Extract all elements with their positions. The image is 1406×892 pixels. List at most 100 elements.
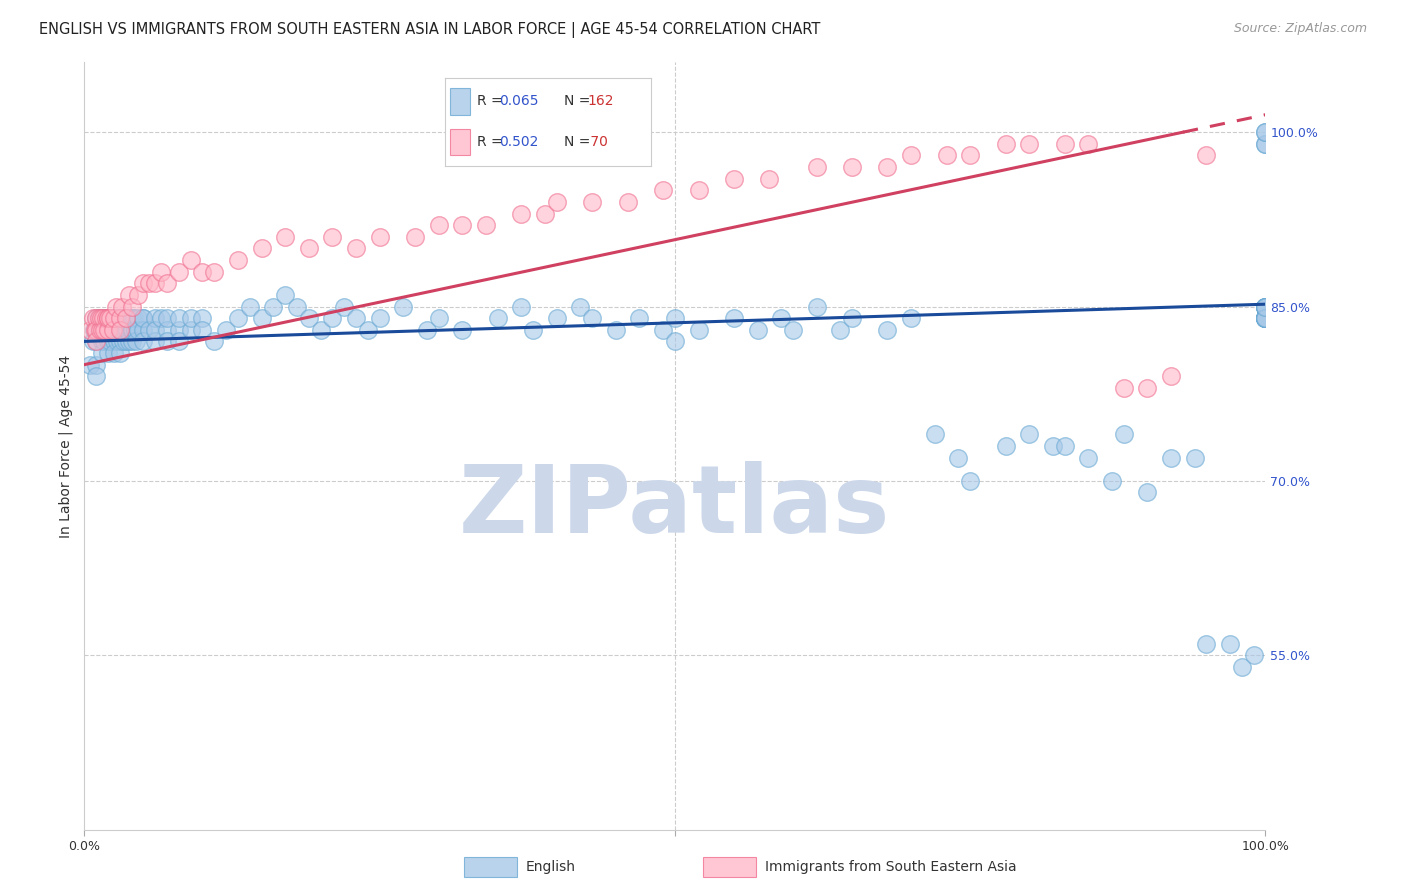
Text: Immigrants from South Eastern Asia: Immigrants from South Eastern Asia [765, 860, 1017, 874]
Point [1077, 450, 1099, 465]
Point [111, 323, 134, 337]
Point [132, 277, 155, 291]
Point [652, 183, 675, 197]
Point [298, 241, 321, 255]
Point [1254, 311, 1277, 326]
Point [84, 311, 107, 326]
Point [427, 218, 450, 232]
Point [100, 323, 122, 337]
Point [97, 323, 120, 337]
Point [108, 311, 131, 326]
Point [125, 334, 148, 349]
Point [108, 311, 131, 326]
Point [404, 229, 426, 244]
Point [97, 323, 120, 337]
Point [1254, 300, 1277, 314]
Point [652, 323, 675, 337]
Point [321, 229, 343, 244]
Point [121, 334, 143, 349]
Point [1160, 369, 1182, 384]
Point [1243, 648, 1265, 663]
Point [581, 194, 603, 209]
Point [1254, 311, 1277, 326]
Point [841, 311, 863, 326]
Point [1077, 136, 1099, 151]
Point [1254, 125, 1277, 139]
Point [1053, 136, 1076, 151]
Point [357, 323, 380, 337]
Point [616, 194, 638, 209]
Point [1254, 125, 1277, 139]
Point [664, 311, 686, 326]
Point [1254, 311, 1277, 326]
Point [180, 253, 202, 268]
Point [90, 311, 112, 326]
Point [121, 300, 143, 314]
Point [1112, 427, 1135, 442]
Point [262, 300, 284, 314]
Point [101, 311, 124, 326]
Point [84, 334, 107, 349]
Point [132, 323, 155, 337]
Point [127, 323, 149, 337]
Point [1101, 474, 1123, 488]
Point [191, 323, 214, 337]
Text: Source: ZipAtlas.com: Source: ZipAtlas.com [1233, 22, 1367, 36]
Point [117, 311, 139, 326]
Point [451, 323, 474, 337]
Point [1254, 311, 1277, 326]
Point [1053, 439, 1076, 453]
Point [546, 311, 568, 326]
Point [1219, 637, 1241, 651]
Point [569, 300, 592, 314]
Point [115, 323, 138, 337]
Point [581, 311, 603, 326]
Point [150, 311, 173, 326]
Point [1254, 311, 1277, 326]
Point [97, 323, 120, 337]
Y-axis label: In Labor Force | Age 45-54: In Labor Force | Age 45-54 [59, 354, 73, 538]
Point [101, 323, 124, 337]
Point [1254, 311, 1277, 326]
Point [285, 300, 308, 314]
Point [664, 334, 686, 349]
Point [84, 323, 107, 337]
Point [114, 323, 136, 337]
Point [959, 474, 981, 488]
Point [82, 334, 104, 349]
Point [1254, 311, 1277, 326]
Point [84, 369, 107, 384]
Point [103, 346, 125, 360]
Point [202, 265, 225, 279]
Point [180, 311, 202, 326]
Point [900, 148, 922, 162]
Point [84, 311, 107, 326]
Point [93, 334, 115, 349]
Point [226, 311, 249, 326]
Point [994, 439, 1017, 453]
Point [111, 300, 134, 314]
Point [97, 311, 120, 326]
Point [103, 311, 125, 326]
Point [79, 323, 101, 337]
Point [900, 311, 922, 326]
Text: ENGLISH VS IMMIGRANTS FROM SOUTH EASTERN ASIA IN LABOR FORCE | AGE 45-54 CORRELA: ENGLISH VS IMMIGRANTS FROM SOUTH EASTERN… [39, 22, 821, 38]
Point [723, 171, 745, 186]
Point [274, 229, 297, 244]
Point [1254, 136, 1277, 151]
Point [107, 334, 129, 349]
Point [451, 218, 474, 232]
Point [1136, 381, 1159, 395]
Point [127, 288, 149, 302]
Point [91, 346, 114, 360]
Text: ZIPatlas: ZIPatlas [460, 461, 890, 553]
Point [215, 323, 238, 337]
Point [156, 277, 179, 291]
Point [546, 194, 568, 209]
Point [94, 323, 117, 337]
Point [122, 311, 145, 326]
Point [82, 311, 104, 326]
Point [298, 311, 321, 326]
Point [108, 346, 131, 360]
Point [416, 323, 439, 337]
